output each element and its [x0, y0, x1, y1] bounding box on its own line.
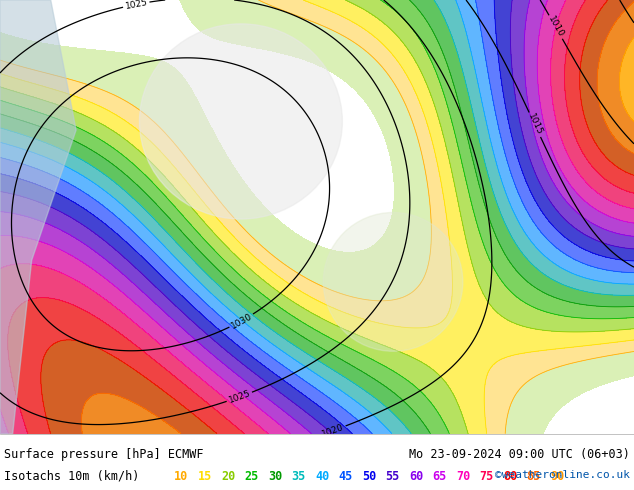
Text: 70: 70	[456, 470, 470, 483]
Text: 15: 15	[198, 470, 212, 483]
Text: 1020: 1020	[321, 422, 346, 439]
Text: Isotachs 10m (km/h): Isotachs 10m (km/h)	[4, 470, 139, 483]
Polygon shape	[0, 0, 76, 434]
Text: 40: 40	[315, 470, 329, 483]
Text: 25: 25	[245, 470, 259, 483]
Text: 1025: 1025	[124, 0, 148, 11]
Text: 55: 55	[385, 470, 400, 483]
Text: 60: 60	[409, 470, 424, 483]
Ellipse shape	[139, 24, 342, 219]
Text: 30: 30	[268, 470, 282, 483]
Text: 85: 85	[526, 470, 541, 483]
Text: 35: 35	[292, 470, 306, 483]
Text: 50: 50	[362, 470, 376, 483]
Text: 1015: 1015	[526, 112, 544, 137]
Text: Surface pressure [hPa] ECMWF: Surface pressure [hPa] ECMWF	[4, 448, 204, 461]
Text: Mo 23-09-2024 09:00 UTC (06+03): Mo 23-09-2024 09:00 UTC (06+03)	[409, 448, 630, 461]
Text: 1030: 1030	[229, 311, 254, 330]
Text: 75: 75	[479, 470, 494, 483]
Text: 1010: 1010	[546, 15, 566, 39]
Text: 20: 20	[221, 470, 235, 483]
Text: 90: 90	[550, 470, 564, 483]
Text: 65: 65	[432, 470, 447, 483]
Text: 1025: 1025	[227, 389, 252, 405]
Text: 45: 45	[339, 470, 353, 483]
Text: ©weatheronline.co.uk: ©weatheronline.co.uk	[495, 470, 630, 480]
Text: 10: 10	[174, 470, 188, 483]
Text: 80: 80	[503, 470, 517, 483]
Ellipse shape	[323, 213, 463, 351]
